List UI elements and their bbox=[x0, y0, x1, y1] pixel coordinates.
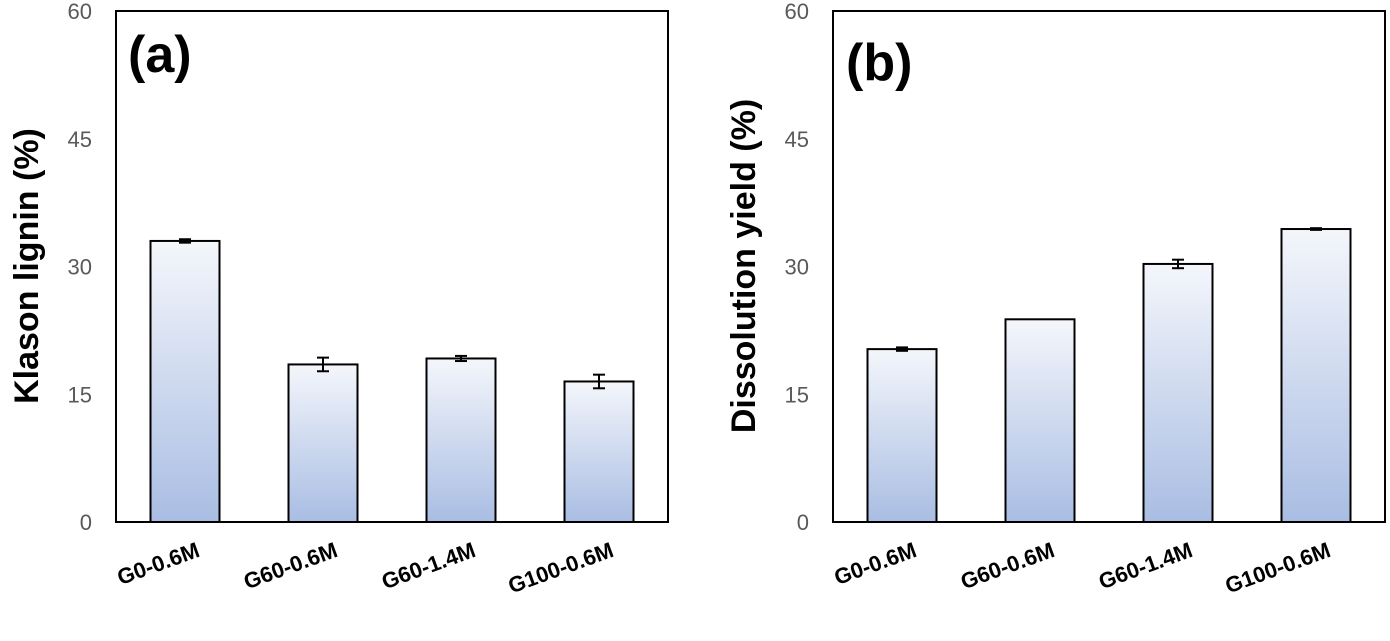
y-tick-label: 15 bbox=[68, 382, 92, 407]
bar bbox=[1142, 262, 1214, 523]
y-tick-label: 45 bbox=[785, 127, 809, 152]
y-tick-label: 30 bbox=[68, 255, 92, 280]
x-tick-label: G60-0.6M bbox=[240, 537, 340, 594]
y-tick-label: 30 bbox=[785, 255, 809, 280]
error-bar bbox=[317, 356, 329, 373]
plot-frame bbox=[115, 10, 669, 523]
bar bbox=[1280, 228, 1352, 523]
plot-frame bbox=[832, 10, 1386, 523]
error-bar bbox=[455, 354, 467, 363]
error-bar bbox=[1310, 227, 1322, 231]
bars bbox=[149, 239, 635, 524]
error-bar bbox=[1172, 258, 1184, 270]
x-tick-label: G0-0.6M bbox=[114, 537, 203, 590]
x-tick-label: G100-0.6M bbox=[505, 537, 617, 598]
bar bbox=[866, 348, 938, 523]
x-tick-labels: G0-0.6M G60-0.6M G60-1.4M G100-0.6M bbox=[114, 537, 617, 598]
bar bbox=[149, 239, 221, 523]
y-axis-title: Klason lignin (%) bbox=[8, 128, 46, 404]
y-axis-title: Dissolution yield (%) bbox=[725, 99, 763, 433]
panel-b: (b) Dissolution yield (%) 0 15 30 45 60 G0-0… bbox=[725, 0, 1386, 598]
y-tick-label: 15 bbox=[785, 382, 809, 407]
x-tick-label: G60-1.4M bbox=[1095, 537, 1195, 594]
bar bbox=[563, 380, 635, 523]
error-bar bbox=[179, 238, 191, 244]
x-tick-label: G60-1.4M bbox=[378, 537, 478, 594]
x-tick-label: G100-0.6M bbox=[1222, 537, 1334, 598]
error-bars bbox=[179, 238, 605, 390]
error-bar bbox=[896, 346, 908, 352]
error-bar bbox=[593, 373, 605, 390]
panel-label: (a) bbox=[128, 26, 192, 84]
y-tick-label: 60 bbox=[785, 0, 809, 24]
x-tick-label: G0-0.6M bbox=[831, 537, 920, 590]
panel-label: (b) bbox=[846, 34, 912, 92]
bar bbox=[425, 357, 497, 524]
y-ticks: 0 15 30 45 60 bbox=[785, 0, 809, 535]
x-tick-label: G60-0.6M bbox=[957, 537, 1057, 594]
y-tick-label: 60 bbox=[68, 0, 92, 24]
y-tick-label: 0 bbox=[797, 510, 809, 535]
bar bbox=[1004, 318, 1076, 524]
error-bars bbox=[896, 227, 1322, 352]
y-tick-label: 45 bbox=[68, 127, 92, 152]
y-ticks: 0 15 30 45 60 bbox=[68, 0, 92, 535]
x-tick-labels: G0-0.6M G60-0.6M G60-1.4M G100-0.6M bbox=[831, 537, 1334, 598]
bars bbox=[866, 228, 1352, 524]
bar bbox=[287, 363, 359, 524]
y-tick-label: 0 bbox=[80, 510, 92, 535]
